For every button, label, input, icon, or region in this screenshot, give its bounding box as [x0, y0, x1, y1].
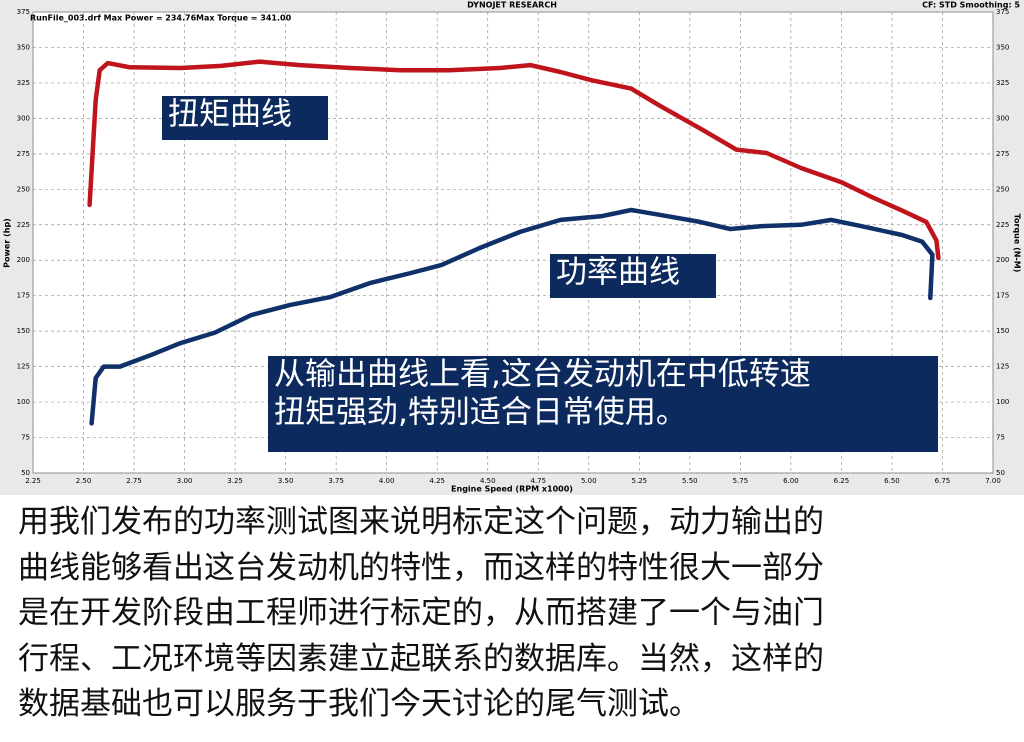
torque-label: 扭矩曲线: [168, 97, 292, 133]
y2-tick-label: 250: [996, 185, 1009, 193]
y2-tick-label: 100: [996, 398, 1009, 406]
y-tick-label: 300: [17, 114, 30, 122]
y-tick-label: 75: [21, 434, 30, 442]
y-tick-label: 225: [17, 221, 30, 229]
y2-tick-label: 275: [996, 150, 1009, 158]
y-tick-label: 100: [17, 398, 30, 406]
y2-tick-label: 150: [996, 327, 1009, 335]
x-tick-label: 4.50: [480, 477, 496, 485]
x-tick-label: 4.75: [530, 477, 546, 485]
y2-tick-label: 50: [996, 469, 1005, 477]
x-tick-label: 4.25: [429, 477, 445, 485]
chart: DYNOJET RESEARCH CF: STD Smoothing: 5 Ru…: [0, 0, 1024, 495]
y2-tick-label: 325: [996, 79, 1009, 87]
y-tick-label: 150: [17, 327, 30, 335]
x-tick-label: 5.75: [733, 477, 749, 485]
note: 从输出曲线上看,这台发动机在中低转速: [274, 357, 811, 393]
x-tick-label: 3.50: [278, 477, 294, 485]
paragraph-line: 数据基础也可以服务于我们今天讨论的尾气测试。: [18, 686, 700, 722]
y2-axis-label: Torque (N-M): [1013, 214, 1022, 273]
x-tick-label: 3.25: [227, 477, 243, 485]
x-tick-label: 4.00: [379, 477, 395, 485]
y-tick-label: 175: [17, 292, 30, 300]
y-tick-label: 50: [21, 469, 30, 477]
y2-tick-label: 300: [996, 114, 1009, 122]
y2-tick-label: 75: [996, 434, 1005, 442]
y-tick-label: 375: [17, 8, 30, 16]
series-line: [87, 59, 941, 261]
x-tick-label: 6.50: [884, 477, 900, 485]
x-tick-label: 6.00: [783, 477, 799, 485]
y2-tick-label: 200: [996, 256, 1009, 264]
paragraph-line: 曲线能够看出这台发动机的特性，而这样的特性很大一部分: [18, 549, 824, 586]
note: 扭矩强劲,特别适合日常使用。: [274, 395, 687, 431]
y-tick-label: 325: [17, 79, 30, 87]
paragraph-line: 用我们发布的功率测试图来说明标定这个问题，动力输出的: [18, 504, 824, 540]
paragraph-line: 行程、工况环境等因素建立起联系的数据库。当然，这样的: [18, 640, 824, 677]
y2-tick-label: 225: [996, 221, 1009, 229]
note-box: [268, 356, 938, 452]
x-tick-label: 3.75: [328, 477, 344, 485]
paragraph-line: 是在开发阶段由工程师进行标定的，从而搭建了一个与油门: [18, 595, 824, 631]
y2-tick-label: 125: [996, 363, 1009, 371]
x-tick-label: 7.00: [985, 477, 1001, 485]
x-tick-label: 5.00: [581, 477, 597, 485]
y2-tick-label: 375: [996, 8, 1009, 16]
y2-tick-label: 350: [996, 43, 1009, 51]
x-tick-label: 2.25: [25, 477, 41, 485]
x-tick-label: 2.75: [126, 477, 142, 485]
y-tick-label: 275: [17, 150, 30, 158]
y2-tick-label: 175: [996, 292, 1009, 300]
y-axis-label: Power (hp): [3, 218, 12, 268]
chart-subtitle: CF: STD Smoothing: 5: [922, 1, 1020, 10]
torque-label-box: [162, 96, 328, 140]
power-label-box: [550, 254, 716, 298]
y-tick-label: 200: [17, 256, 30, 264]
x-tick-label: 5.25: [632, 477, 648, 485]
paragraph: 用我们发布的功率测试图来说明标定这个问题，动力输出的 曲线能够看出这台发动机的特性…: [18, 500, 1018, 728]
x-axis-label: Engine Speed (RPM x1000): [451, 485, 573, 494]
power-label: 功率曲线: [556, 255, 680, 291]
run-info: RunFile_003.drf Max Power = 234.76: [30, 14, 197, 23]
max-torque: Max Torque = 341.00: [196, 14, 292, 23]
chart-title: DYNOJET RESEARCH: [467, 1, 557, 10]
y-tick-label: 250: [17, 185, 30, 193]
series-line: [89, 207, 935, 426]
x-tick-label: 2.50: [76, 477, 92, 485]
y-tick-label: 125: [17, 363, 30, 371]
x-tick-label: 5.50: [682, 477, 698, 485]
y-tick-label: 350: [17, 43, 30, 51]
x-tick-label: 6.75: [935, 477, 951, 485]
x-tick-label: 6.25: [834, 477, 850, 485]
x-tick-label: 3.00: [177, 477, 193, 485]
